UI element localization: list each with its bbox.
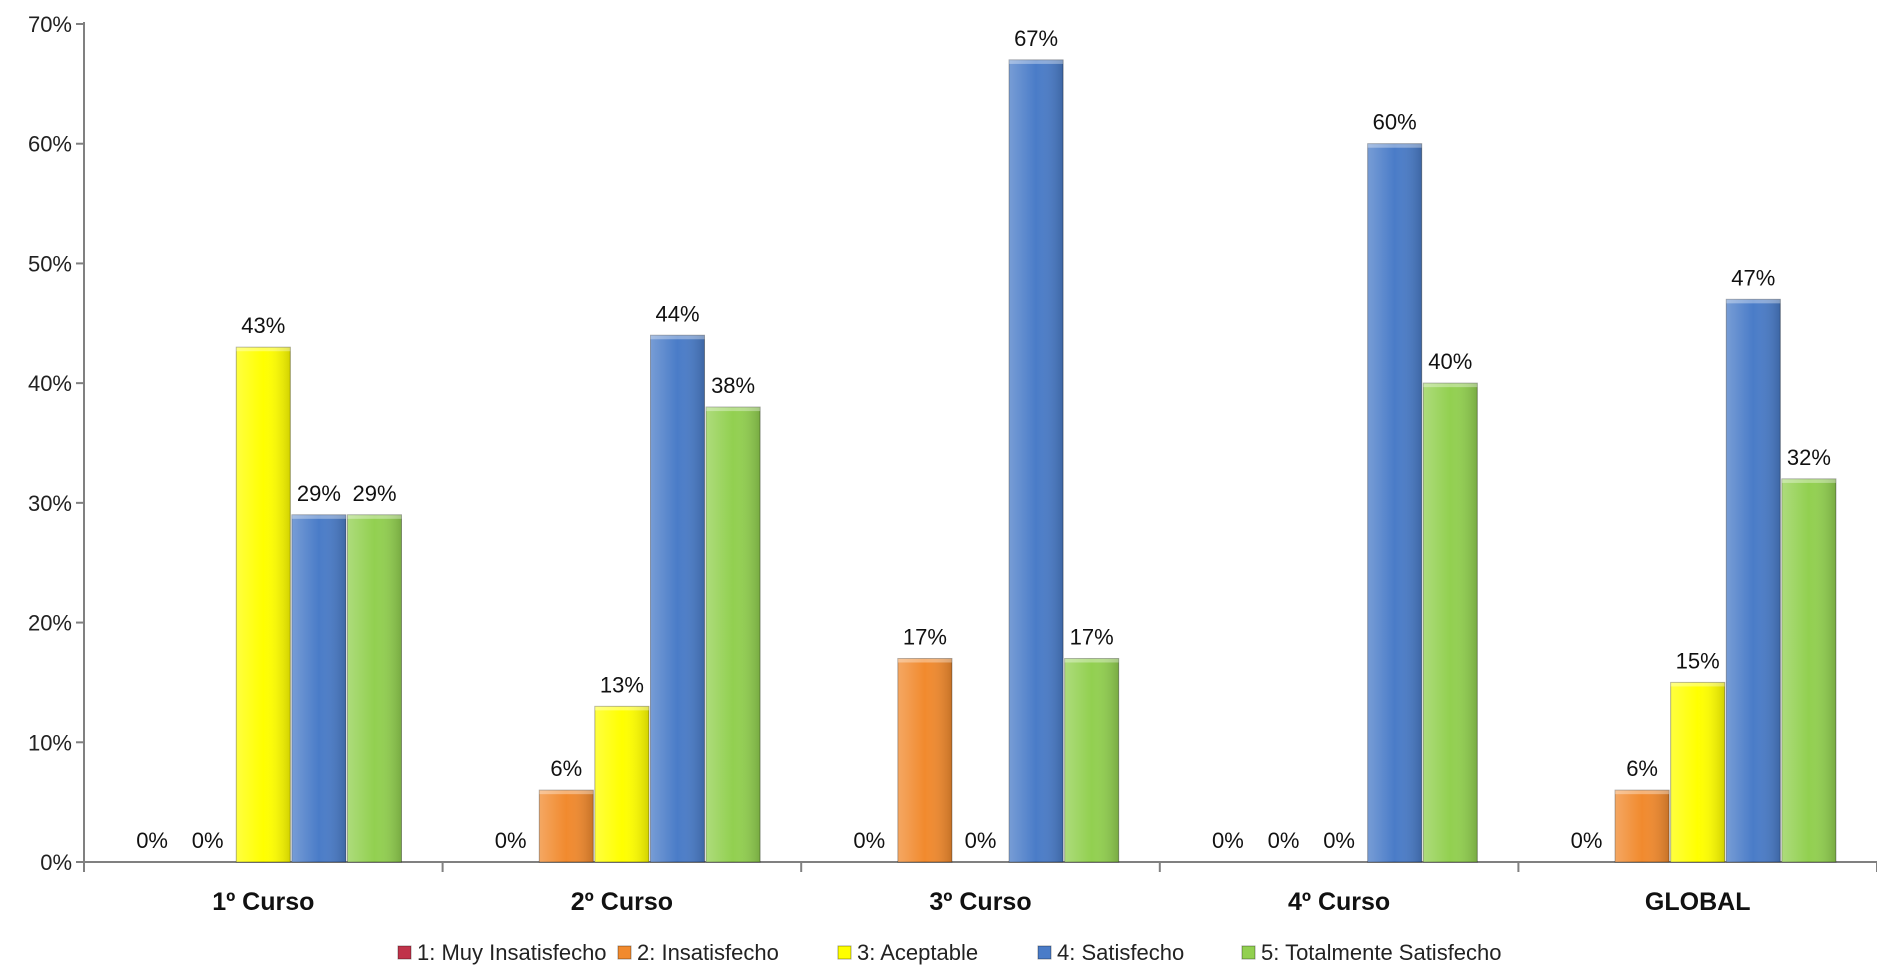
data-label: 0%: [1323, 828, 1355, 853]
legend-label: 2: Insatisfecho: [637, 940, 779, 965]
bar-top-highlight: [650, 335, 705, 340]
bar-shading: [650, 335, 705, 862]
data-label: 13%: [600, 672, 644, 697]
bar-top-highlight: [1423, 383, 1478, 388]
bar-shading: [347, 514, 402, 862]
data-label: 17%: [903, 624, 947, 649]
data-label: 0%: [1268, 828, 1300, 853]
bar-top-highlight: [291, 514, 346, 519]
bar-top-highlight: [1726, 299, 1781, 304]
x-category-label: 1º Curso: [212, 888, 314, 916]
bar-top-highlight: [1670, 682, 1725, 687]
data-labels: 0% 0% 43% 29% 29% 0% 6% 13% 44% 38% 0% 17% 0% 67% 17% 0…: [136, 26, 1831, 853]
data-label: 6%: [1626, 756, 1658, 781]
data-label: 17%: [1070, 624, 1114, 649]
data-label: 0%: [136, 828, 168, 853]
y-tick-label: 30%: [28, 491, 72, 516]
bar-top-highlight: [347, 514, 402, 519]
x-category-label: 2º Curso: [571, 888, 673, 916]
x-category-label: GLOBAL: [1645, 888, 1751, 916]
bar-top-highlight: [1009, 59, 1064, 64]
bar-shading: [1423, 383, 1478, 862]
data-label: 0%: [495, 828, 527, 853]
axes: 0% 10% 20% 30% 40% 50% 60% 70% 1º Curso 2º Curso 3…: [28, 12, 1877, 916]
legend-label: 3: Aceptable: [857, 940, 978, 965]
data-label: 38%: [711, 373, 755, 398]
data-label: 0%: [1571, 828, 1603, 853]
bar-top-highlight: [594, 706, 649, 711]
legend-swatch: [1037, 945, 1052, 960]
legend-swatch: [1241, 945, 1256, 960]
bar-shading: [1670, 682, 1725, 862]
legend-swatch: [837, 945, 852, 960]
data-label: 0%: [965, 828, 997, 853]
data-label: 43%: [241, 313, 285, 338]
data-label: 6%: [550, 756, 582, 781]
legend-swatch: [617, 945, 632, 960]
legend-label: 1: Muy Insatisfecho: [417, 940, 607, 965]
bar-shading: [1726, 299, 1781, 862]
y-tick-label: 10%: [28, 730, 72, 755]
data-label: 15%: [1676, 648, 1720, 673]
data-label: 29%: [297, 481, 341, 506]
data-label: 67%: [1014, 26, 1058, 51]
bar-shading: [1009, 59, 1064, 862]
bar-top-highlight: [897, 658, 952, 663]
data-label: 29%: [352, 481, 396, 506]
legend-swatch: [397, 945, 412, 960]
y-tick-label: 70%: [28, 12, 72, 37]
bar-top-highlight: [706, 407, 761, 412]
data-label: 47%: [1731, 265, 1775, 290]
bar-top-highlight: [1781, 478, 1836, 483]
data-label: 0%: [853, 828, 885, 853]
bar-shading: [539, 790, 594, 862]
data-label: 32%: [1787, 445, 1831, 470]
data-label: 0%: [192, 828, 224, 853]
bar-top-highlight: [1367, 143, 1422, 148]
y-tick-label: 20%: [28, 611, 72, 636]
bar-shading: [1781, 478, 1836, 862]
x-category-label: 4º Curso: [1288, 888, 1390, 916]
bar-shading: [897, 658, 952, 862]
bar-shading: [236, 347, 291, 862]
data-label: 0%: [1212, 828, 1244, 853]
legend-label: 5: Totalmente Satisfecho: [1261, 940, 1502, 965]
legend: 1: Muy Insatisfecho 2: Insatisfecho 3: Ace…: [397, 940, 1502, 965]
bar-shading: [1615, 790, 1670, 862]
bars: [235, 59, 1837, 863]
y-tick-label: 60%: [28, 132, 72, 157]
bar-top-highlight: [1064, 658, 1119, 663]
bar-top-highlight: [1615, 790, 1670, 795]
bar-top-highlight: [236, 347, 291, 352]
data-label: 44%: [655, 301, 699, 326]
bar-shading: [291, 514, 346, 862]
y-tick-label: 50%: [28, 251, 72, 276]
bar-shading: [1367, 143, 1422, 862]
bar-top-highlight: [539, 790, 594, 795]
data-label: 40%: [1428, 349, 1472, 374]
y-tick-label: 40%: [28, 371, 72, 396]
bar-shading: [594, 706, 649, 862]
bar-shading: [1064, 658, 1119, 862]
x-category-label: 3º Curso: [929, 888, 1031, 916]
legend-label: 4: Satisfecho: [1057, 940, 1184, 965]
y-tick-label: 0%: [40, 850, 72, 875]
bar-shading: [706, 407, 761, 862]
data-label: 60%: [1373, 110, 1417, 135]
